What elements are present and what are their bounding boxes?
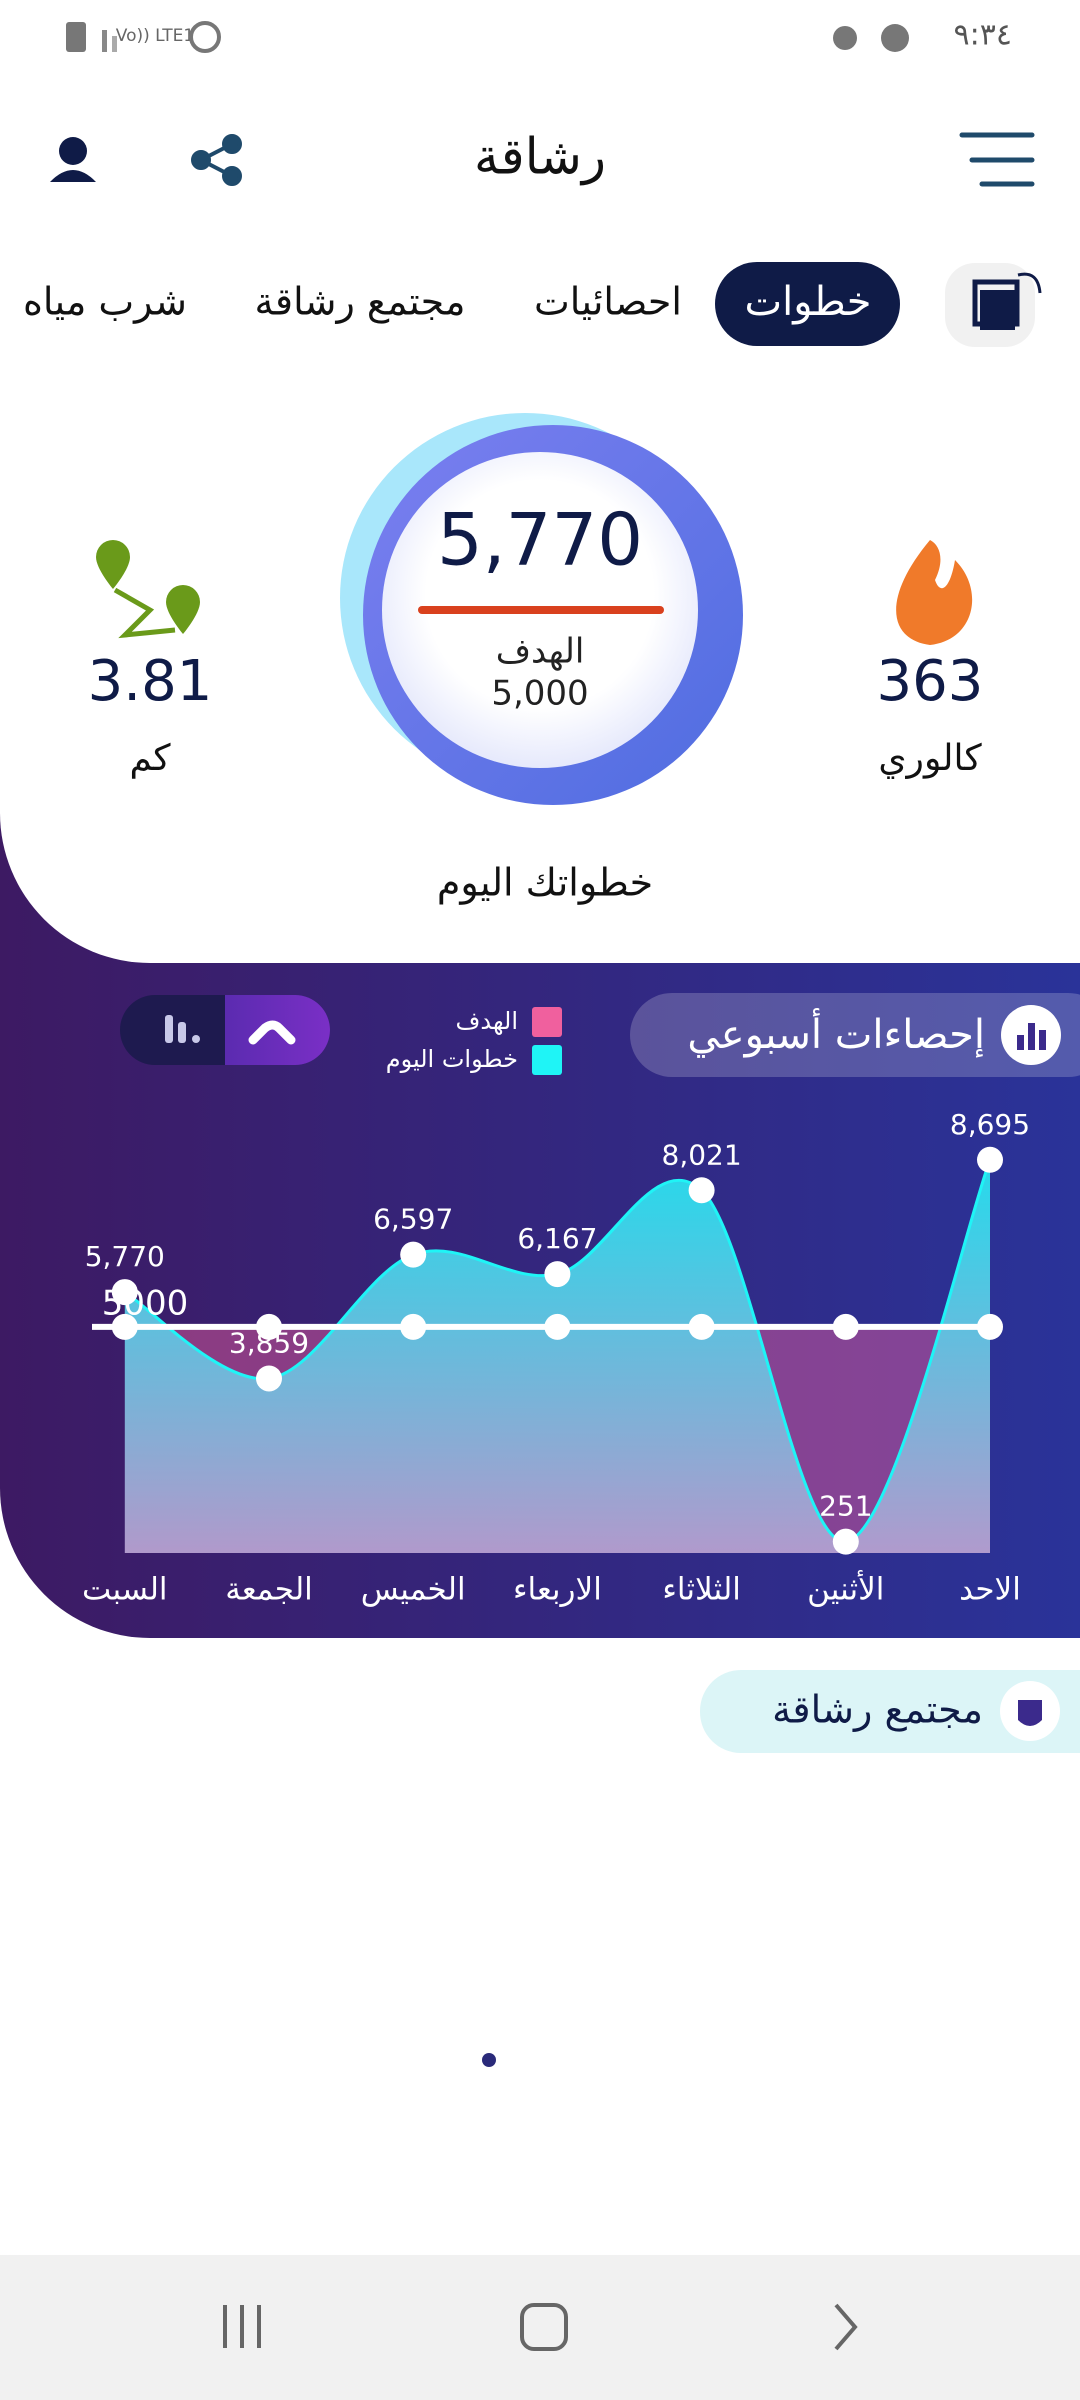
x-tick-label: الجمعة — [225, 1572, 313, 1608]
x-tick-label: الثلاثاء — [662, 1572, 741, 1608]
fire-icon — [896, 540, 973, 645]
value-label: 6,597 — [373, 1203, 453, 1236]
legend-label: خطوات اليوم — [386, 1045, 518, 1073]
value-label: 8,695 — [950, 1108, 1030, 1141]
chart: 50008,695الاحد251الأثنين8,021الثلاثاء6,1… — [82, 1108, 1030, 1608]
steps-point — [688, 1177, 715, 1204]
tab[interactable]: احصائيات — [534, 280, 682, 324]
steps-line — [124, 1159, 992, 1544]
signal-icon — [102, 30, 107, 52]
calories-value: 363 — [877, 649, 984, 714]
app-icon — [881, 24, 909, 52]
chart-toggle[interactable] — [120, 995, 330, 1065]
share-button[interactable] — [191, 134, 242, 186]
value-label: 8,021 — [662, 1138, 742, 1171]
legend-swatch — [532, 1007, 562, 1037]
tabs: خطوات احصائيات مجتمع رشاقة شرب مياه — [23, 262, 1042, 347]
legend-label: الهدف — [455, 1007, 518, 1035]
nav-background — [0, 2255, 1080, 2400]
value-label: 3,859 — [229, 1326, 309, 1359]
menu-button[interactable] — [959, 132, 1035, 187]
value-label: 5,770 — [85, 1240, 165, 1273]
steps-point — [977, 1146, 1003, 1173]
network-label: Vo)) LTE1 — [116, 26, 194, 46]
steps-point — [544, 1261, 571, 1288]
steps-point — [832, 1528, 859, 1555]
back-button[interactable] — [834, 2303, 858, 2351]
goal-label: الهدف — [496, 632, 585, 672]
steps-area — [124, 1159, 991, 1553]
x-tick-label: الاحد — [959, 1572, 1021, 1608]
goal-value: 5,000 — [491, 674, 588, 714]
goal-point — [688, 1313, 715, 1340]
nav-bar — [0, 2255, 1080, 2400]
chart-header: إحصاءات أسبوعي الهدف خطوات اليوم — [120, 993, 1080, 1077]
steps-value: 5,770 — [437, 498, 643, 582]
weather-icon — [833, 26, 857, 50]
calories-unit: كالوري — [878, 738, 982, 779]
home-button[interactable] — [520, 2303, 568, 2351]
steps-point — [400, 1241, 427, 1268]
signal-icon — [112, 36, 117, 52]
x-tick-label: الاربعاء — [513, 1572, 602, 1608]
legend-swatch — [532, 1045, 562, 1075]
goal-point — [544, 1313, 571, 1340]
title-pill — [630, 993, 1080, 1077]
status-bar: Vo)) LTE1 ٩:٣٤ — [66, 18, 1012, 53]
tab[interactable]: مجتمع رشاقة — [255, 280, 466, 325]
goal-point — [832, 1313, 859, 1340]
steps-caption: خطواتك اليوم — [437, 861, 653, 906]
x-tick-label: الخميس — [361, 1572, 466, 1608]
steps-point — [111, 1279, 138, 1306]
x-tick-label: الأثنين — [807, 1570, 884, 1608]
recent-button[interactable] — [223, 2305, 261, 2348]
summary: 5,770 الهدف 5,000 خطواتك اليوم 363 كالور… — [88, 413, 984, 906]
switch-icon[interactable] — [945, 263, 1042, 347]
goal-point — [977, 1313, 1003, 1340]
battery-icon — [66, 22, 86, 52]
loading-dot — [482, 2053, 496, 2067]
steps-point — [256, 1365, 282, 1392]
alarm-icon — [189, 21, 221, 53]
tab[interactable]: خطوات — [745, 279, 872, 325]
app-title: رشاقة — [474, 128, 606, 186]
tab[interactable]: شرب مياه — [23, 280, 187, 325]
distance-unit: كم — [129, 738, 171, 779]
goal-point — [256, 1313, 282, 1340]
community-pill[interactable] — [700, 1670, 1080, 1753]
clock: ٩:٣٤ — [954, 18, 1012, 53]
value-label: 251 — [819, 1490, 872, 1523]
value-label: 6,167 — [517, 1222, 597, 1255]
chart-title: إحصاءات أسبوعي — [687, 1008, 985, 1058]
profile-button[interactable] — [50, 137, 96, 182]
x-tick-label: السبت — [82, 1572, 168, 1608]
goal-point — [400, 1313, 427, 1340]
community-section: مجتمع رشاقة — [482, 1670, 1080, 2067]
active-tab[interactable] — [715, 262, 900, 346]
header: رشاقة — [50, 128, 1035, 187]
goal-point — [111, 1313, 138, 1340]
distance-value: 3.81 — [88, 649, 213, 714]
map-icon — [96, 540, 200, 639]
community-title: مجتمع رشاقة — [772, 1688, 983, 1733]
